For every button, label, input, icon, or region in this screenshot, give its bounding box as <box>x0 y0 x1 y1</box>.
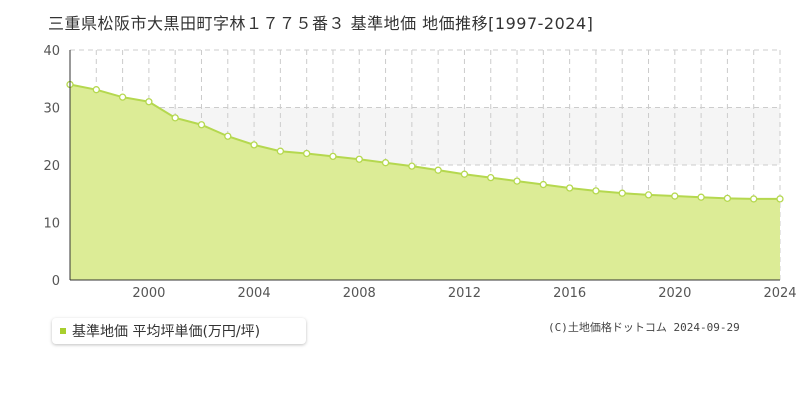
data-point <box>460 170 469 178</box>
data-point <box>487 173 495 182</box>
y-tick-label: 0 <box>52 274 60 289</box>
data-point <box>92 86 100 94</box>
data-point <box>197 121 206 129</box>
legend: 基準地価 平均坪単価(万円/坪) <box>52 318 306 344</box>
x-tick-labels: 2000 2004 2008 2012 2016 2020 2024 <box>132 286 796 301</box>
data-point <box>355 155 363 163</box>
data-point <box>750 195 758 203</box>
data-point <box>171 114 179 122</box>
credit-text: (C)土地価格ドットコム 2024-09-29 <box>548 321 740 334</box>
data-point <box>565 184 574 192</box>
data-point <box>224 132 232 140</box>
data-point <box>776 195 784 203</box>
data-point <box>723 194 732 203</box>
y-tick-label: 20 <box>43 159 60 174</box>
x-tick-label: 2012 <box>448 286 481 301</box>
series-line <box>69 83 780 200</box>
data-point <box>145 98 153 106</box>
data-point <box>329 152 337 161</box>
data-point <box>671 192 679 200</box>
area-fill <box>70 84 780 280</box>
data-points <box>66 80 784 203</box>
data-point <box>644 191 653 199</box>
data-point <box>539 180 547 189</box>
legend-label: 基準地価 平均坪単価(万円/坪) <box>72 324 261 340</box>
data-point <box>697 193 705 201</box>
y-tick-labels: 0 10 20 30 40 <box>43 44 60 289</box>
data-point <box>592 187 600 195</box>
data-point <box>618 189 626 197</box>
data-point <box>381 159 390 167</box>
data-point <box>434 166 442 174</box>
legend-swatch <box>60 328 66 334</box>
y-tick-label: 30 <box>43 102 60 117</box>
x-tick-label: 2000 <box>132 286 165 301</box>
data-point <box>118 93 127 101</box>
data-point <box>250 141 258 149</box>
axes <box>69 50 780 281</box>
x-tick-label: 2016 <box>553 286 586 301</box>
x-tick-label: 2024 <box>763 286 796 301</box>
x-tick-label: 2004 <box>238 286 271 301</box>
data-point <box>513 177 521 185</box>
y-tick-label: 40 <box>43 44 60 59</box>
x-tick-label: 2008 <box>343 286 376 301</box>
data-point <box>276 147 285 155</box>
data-point <box>303 149 311 158</box>
y-tick-label: 10 <box>43 217 60 232</box>
data-point <box>408 162 416 170</box>
chart-title: 三重県松阪市大黒田町字林１７７５番３ 基準地価 地価推移[1997-2024] <box>48 14 594 33</box>
x-tick-label: 2020 <box>658 286 691 301</box>
